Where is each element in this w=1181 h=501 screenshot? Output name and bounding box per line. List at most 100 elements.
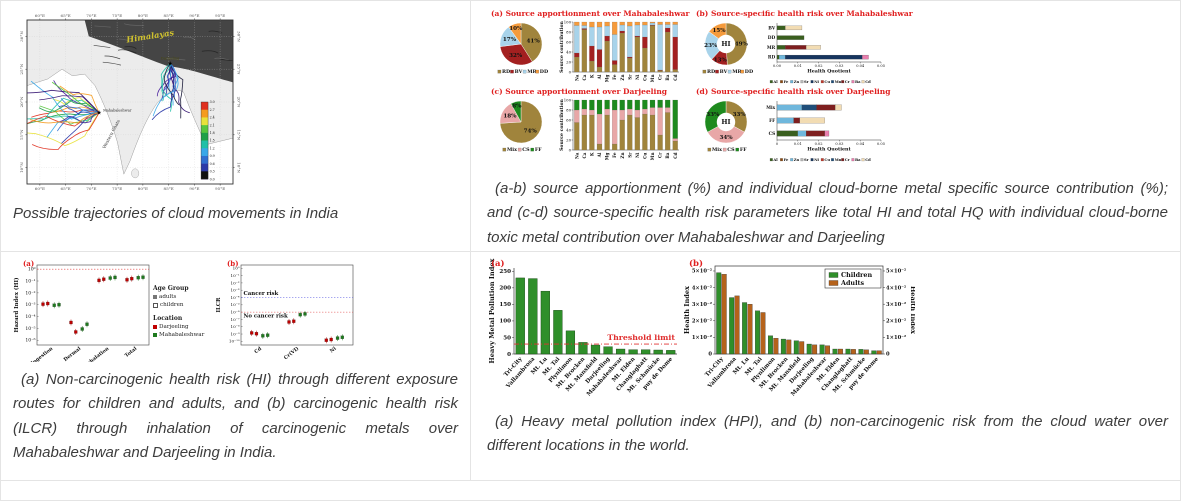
svg-text:HI: HI <box>721 40 730 48</box>
svg-text:Sr: Sr <box>627 152 632 158</box>
svg-text:Al: Al <box>772 80 778 84</box>
cloud-trajectory-map-figure: ★ ★ Darjeeling Mahabaleshwar Himalayas Wester… <box>13 11 458 195</box>
svg-text:Fe: Fe <box>784 80 789 84</box>
svg-text:60°E: 60°E <box>35 13 45 18</box>
svg-text:Hazard Index (HI): Hazard Index (HI) <box>13 277 20 333</box>
svg-text:Na: Na <box>574 152 579 159</box>
svg-text:Cr(VI): Cr(VI) <box>282 345 300 361</box>
svg-text:10°N: 10°N <box>237 162 242 173</box>
svg-text:Cu: Cu <box>643 75 648 81</box>
svg-text:0.6: 0.6 <box>210 162 215 166</box>
map-caption: Possible trajectories of cloud movements… <box>13 205 339 222</box>
svg-text:FF: FF <box>769 119 775 124</box>
svg-text:Zn: Zn <box>794 80 800 84</box>
location-legend-title: Location <box>153 314 183 322</box>
panel-c: (c) Source apportionment over Darjeeling… <box>487 87 682 163</box>
svg-text:Al: Al <box>597 74 602 80</box>
svg-text:Ba: Ba <box>855 158 861 162</box>
svg-text:60: 60 <box>566 39 571 44</box>
svg-text:(a): (a) <box>23 259 34 268</box>
svg-text:Mn: Mn <box>650 75 655 83</box>
svg-text:(b): (b) <box>689 258 703 269</box>
svg-text:(b): (b) <box>227 259 239 268</box>
panel-d: (d) Source-specific health risk over Dar… <box>692 87 891 163</box>
panel-a: (a) Source apportionment over Mahabalesh… <box>487 9 690 85</box>
svg-text:Health Quotient: Health Quotient <box>807 69 851 75</box>
svg-text:BV: BV <box>768 26 776 31</box>
cell-trajectory-map: ★ ★ Darjeeling Mahabaleshwar Himalayas Wester… <box>1 1 470 251</box>
svg-text:Fe: Fe <box>612 74 617 80</box>
svg-text:Cr: Cr <box>658 152 663 158</box>
svg-text:1.8: 1.8 <box>210 131 215 135</box>
svg-text:10⁻²: 10⁻² <box>230 280 239 285</box>
svg-text:100: 100 <box>564 97 572 102</box>
svg-text:Ni: Ni <box>635 152 640 158</box>
age-group-legend-title: Age Group <box>153 285 189 292</box>
svg-text:0: 0 <box>776 142 779 146</box>
svg-text:20°N: 20°N <box>237 97 242 108</box>
svg-text:15%: 15% <box>712 28 726 34</box>
svg-text:Cd: Cd <box>865 158 871 162</box>
scatter-legend: Age Group adults children Location Darjeelin… <box>153 258 215 340</box>
svg-text:15°N: 15°N <box>19 129 24 140</box>
health-risk-scatter-figure: 10⁰ 10⁻¹ 10⁻² 10⁻³ 10⁻⁴ 10⁻⁵ 10⁻⁶ Hazard Index … <box>13 258 458 362</box>
svg-text:Mix: Mix <box>766 106 775 111</box>
svg-text:Adults: Adults <box>840 279 864 287</box>
svg-text:Source contribution: Source contribution <box>559 20 565 72</box>
svg-text:95°E: 95°E <box>215 13 225 18</box>
panel-a-title: (a) Source apportionment over Mahabalesh… <box>491 9 690 18</box>
svg-text:33%: 33% <box>733 112 747 118</box>
svg-text:10⁰: 10⁰ <box>233 266 240 271</box>
svg-text:18%: 18% <box>503 114 517 120</box>
svg-text:85°E: 85°E <box>164 186 174 191</box>
svg-text:0.0: 0.0 <box>210 177 215 181</box>
svg-text:Cancer risk: Cancer risk <box>244 291 279 297</box>
svg-text:25°N: 25°N <box>19 63 24 74</box>
svg-text:0: 0 <box>886 352 890 358</box>
svg-text:10⁻⁴: 10⁻⁴ <box>25 314 35 320</box>
svg-text:CS: CS <box>522 147 530 153</box>
legend-darjeeling: Darjeeling <box>153 323 215 331</box>
row-divider <box>1 251 1180 252</box>
svg-text:Cr: Cr <box>845 158 850 162</box>
svg-text:Cd: Cd <box>673 74 678 80</box>
svg-text:DD: DD <box>540 69 548 75</box>
svg-text:65°E: 65°E <box>61 186 71 191</box>
svg-text:CS: CS <box>769 132 776 137</box>
svg-text:2×10⁻²: 2×10⁻² <box>886 318 906 324</box>
svg-text:2×10⁻²: 2×10⁻² <box>692 318 712 324</box>
cell-hpi: 0 50 100 150 200 250 Heavy Metal Pollution Ind… <box>471 252 1181 480</box>
panel-d-title: (d) Source-specific health risk over Dar… <box>696 87 891 96</box>
svg-text:Ca: Ca <box>582 74 587 80</box>
location-marker-icon <box>153 324 157 329</box>
risk-caption: (a) Non-carcinogenic health risk (HI) th… <box>13 371 458 461</box>
svg-text:0.9: 0.9 <box>210 154 215 158</box>
svg-text:Sr: Sr <box>804 158 809 162</box>
svg-text:Cd: Cd <box>865 80 871 84</box>
svg-text:10⁻⁵: 10⁻⁵ <box>230 302 239 307</box>
svg-text:32%: 32% <box>509 53 523 59</box>
svg-text:2.1: 2.1 <box>210 123 215 127</box>
svg-text:250: 250 <box>499 269 511 275</box>
svg-text:80: 80 <box>566 107 571 112</box>
svg-text:HI: HI <box>721 118 730 126</box>
svg-text:0.00: 0.00 <box>773 64 782 68</box>
svg-text:20: 20 <box>566 137 571 142</box>
svg-text:Ni: Ni <box>814 80 819 84</box>
svg-text:1.2: 1.2 <box>210 146 215 150</box>
svg-text:60°E: 60°E <box>35 186 45 191</box>
svg-text:Cu: Cu <box>824 158 830 162</box>
svg-text:4×10⁻²: 4×10⁻² <box>886 285 906 291</box>
svg-text:RD: RD <box>768 56 776 61</box>
legend-adults: adults <box>153 293 215 301</box>
svg-text:0: 0 <box>569 147 572 152</box>
source-apportionment-figure: (a) Source apportionment over Mahabalesh… <box>487 9 913 163</box>
svg-text:8%: 8% <box>512 104 522 110</box>
svg-text:85°E: 85°E <box>164 13 174 18</box>
cell-source-apportionment: (a) Source apportionment over Mahabalesh… <box>471 1 1181 251</box>
svg-text:10⁻⁵: 10⁻⁵ <box>25 326 35 332</box>
svg-text:74%: 74% <box>524 128 538 134</box>
svg-text:Darjeeling: Darjeeling <box>161 56 180 60</box>
svg-text:RD: RD <box>707 69 715 75</box>
svg-text:MR: MR <box>732 69 742 75</box>
